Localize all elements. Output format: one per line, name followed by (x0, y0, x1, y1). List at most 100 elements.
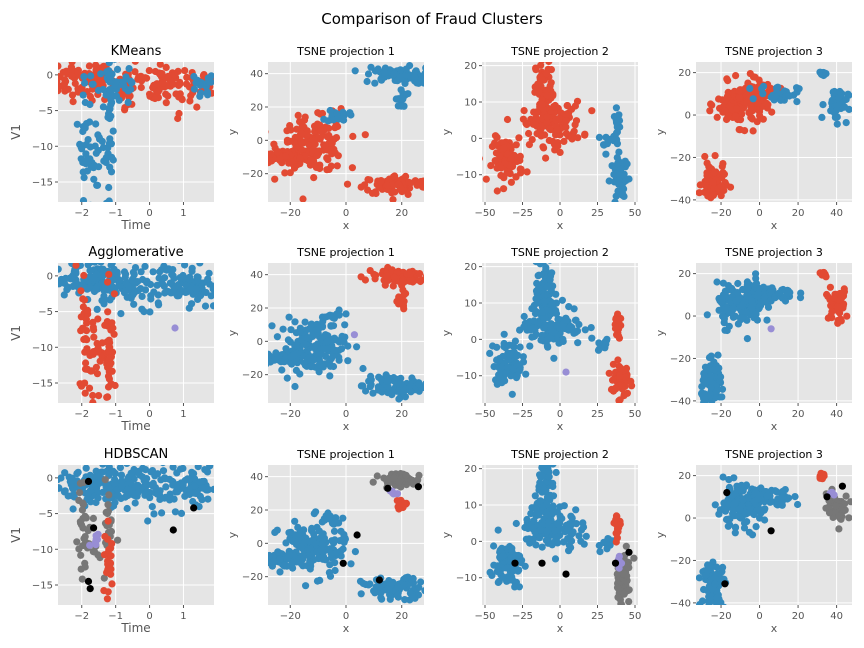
point-red (749, 127, 757, 135)
x-tick-label: 40 (830, 208, 843, 219)
point-red (735, 87, 743, 95)
point-blue (92, 120, 100, 128)
point-blue (58, 280, 63, 288)
scatter-points (482, 62, 633, 214)
point-blue (572, 506, 580, 514)
point-red (395, 300, 403, 308)
point-blue (366, 383, 374, 391)
panel-title: TSNE projection 2 (510, 246, 609, 259)
point-blue (99, 103, 107, 111)
point-red (83, 345, 91, 353)
point-blue (225, 476, 232, 483)
point-red (68, 91, 77, 99)
point-red (81, 379, 89, 387)
point-blue (232, 461, 239, 468)
point-red (71, 79, 79, 88)
point-blue (105, 465, 113, 471)
point-blue (128, 487, 136, 495)
point-blue (562, 316, 570, 324)
point-red (574, 134, 582, 142)
point-purple (615, 552, 623, 561)
point-blue (203, 486, 211, 494)
point-red (146, 90, 154, 98)
point-red (176, 78, 184, 86)
point-blue (364, 70, 373, 78)
x-axis-label: x (771, 420, 778, 433)
point-blue (318, 350, 326, 358)
point-purple (92, 541, 100, 549)
x-tick-label: 1 (180, 409, 186, 420)
scatter-points (698, 268, 851, 403)
point-blue (91, 214, 98, 221)
point-blue (551, 527, 559, 535)
point-red (543, 118, 551, 127)
point-red (172, 90, 180, 98)
point-red (90, 333, 98, 341)
point-blue (721, 326, 729, 334)
point-blue (546, 276, 554, 284)
point-red (153, 80, 161, 88)
point-blue (740, 524, 749, 532)
point-blue (80, 174, 88, 182)
point-red (271, 175, 279, 183)
point-red (827, 311, 835, 319)
point-blue (315, 356, 323, 364)
point-blue (833, 120, 841, 128)
point-blue (522, 370, 530, 378)
point-red (145, 67, 153, 75)
point-blue (194, 465, 202, 471)
x-tick-label: 0 (343, 409, 349, 420)
point-blue (116, 465, 124, 472)
point-blue (140, 308, 148, 316)
point-red (713, 113, 721, 121)
point-blue (351, 548, 359, 556)
point-blue (306, 353, 314, 361)
point-blue (785, 494, 793, 502)
point-red (732, 72, 740, 80)
point-blue (277, 358, 285, 366)
point-blue (107, 227, 114, 234)
point-blue (615, 117, 624, 125)
point-blue (190, 470, 198, 478)
point-blue (730, 305, 738, 313)
point-red (104, 278, 112, 286)
point-blue (552, 321, 561, 329)
point-red (428, 185, 435, 192)
point-red (542, 70, 551, 78)
y-tick-label: −20 (670, 354, 691, 365)
point-red (371, 275, 379, 283)
point-blue (532, 263, 540, 266)
point-red (221, 98, 228, 105)
point-blue (326, 106, 334, 115)
point-blue (97, 70, 105, 78)
point-blue (382, 371, 390, 379)
point-blue (374, 65, 382, 73)
y-tick-label: 40 (250, 270, 263, 281)
point-blue (127, 263, 133, 264)
point-red (539, 143, 547, 151)
panel-title: TSNE projection 1 (296, 448, 395, 461)
point-blue (211, 288, 214, 296)
point-blue (181, 492, 189, 500)
point-blue (611, 207, 618, 214)
point-gray (625, 598, 633, 605)
x-tick-label: 1 (180, 611, 186, 622)
x-tick-label: −20 (280, 611, 301, 622)
point-blue (326, 372, 334, 380)
point-blue (713, 387, 721, 395)
x-tick-label: −20 (280, 409, 301, 420)
point-blue (161, 274, 169, 282)
point-red (488, 142, 496, 151)
point-blue (785, 91, 793, 99)
y-tick-label: 0 (471, 134, 477, 145)
point-blue (298, 335, 306, 343)
y-tick-label: 0 (47, 473, 53, 484)
x-axis-label: x (557, 219, 564, 232)
point-blue (314, 325, 322, 333)
y-tick-label: 0 (257, 337, 263, 348)
point-purple (767, 325, 775, 333)
point-blue (511, 583, 519, 591)
point-gray (81, 533, 89, 541)
point-purple (86, 541, 94, 549)
